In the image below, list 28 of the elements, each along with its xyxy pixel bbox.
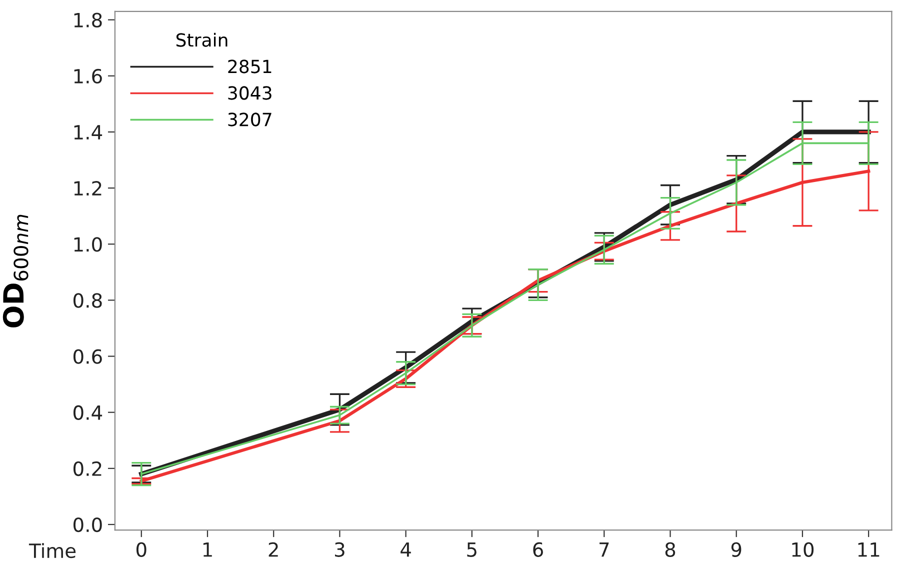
y-tick-label: 1.2 (74, 180, 102, 196)
x-tick-label: 11 (858, 542, 880, 557)
legend-label: 3043 (228, 86, 272, 100)
legend-label: 3207 (228, 112, 272, 126)
y-tick-label: 0.8 (74, 293, 102, 308)
y-tick-label: 1.8 (74, 12, 102, 28)
x-tick-label: 3 (335, 542, 344, 557)
x-tick-label: 9 (731, 542, 742, 557)
x-tick-label: 5 (467, 542, 476, 557)
x-tick-label: 8 (665, 542, 676, 557)
x-tick-label: 4 (400, 542, 411, 557)
x-axis-title: Time (28, 543, 76, 558)
y-tick-label: 0.4 (74, 405, 102, 420)
y-tick-label: 1.0 (74, 237, 102, 252)
y-tick-label: 0.6 (74, 349, 102, 364)
x-tick-label: 10 (792, 542, 814, 557)
y-tick-label: 1.6 (74, 68, 102, 84)
legend-title: Strain (176, 32, 228, 47)
y-axis-title: OD$_{600nm}$ (2, 214, 28, 328)
y-tick-label: 1.4 (74, 125, 102, 140)
x-tick-label: 1 (203, 542, 212, 557)
x-tick-label: 2 (268, 542, 278, 557)
y-tick-label: 0.2 (74, 461, 102, 476)
y-tick-label: 0.0 (74, 517, 102, 532)
legend-label: 2851 (228, 60, 272, 74)
x-tick-label: 0 (136, 542, 146, 557)
x-tick-label: 6 (533, 542, 543, 557)
x-tick-label: 7 (600, 542, 609, 557)
